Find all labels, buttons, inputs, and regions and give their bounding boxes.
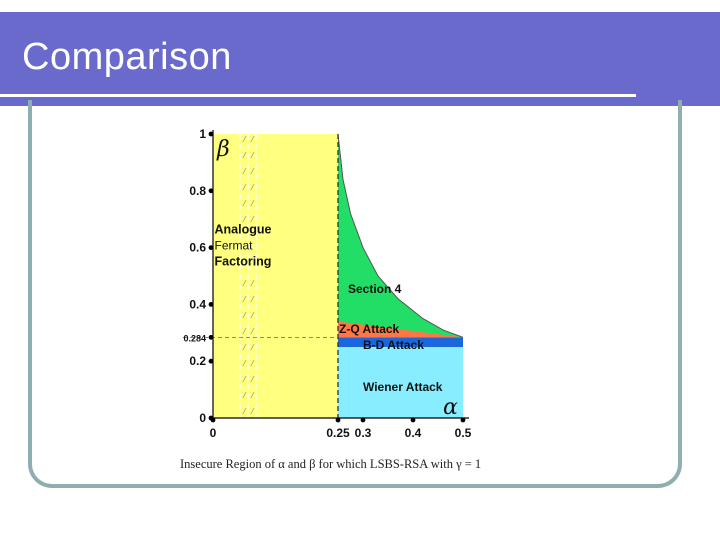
y-tick-label: 0.284 [183,333,206,343]
region-label-wiener-attack: Wiener Attack [363,380,443,394]
title-underline [0,94,636,97]
x-tick-label: 0.25 [326,426,350,440]
strip-hatch-mark: ⁄ [250,151,255,160]
region-label-b-d-attack: B-D Attack [363,338,424,352]
region-label-analogue-fermat-factoring: Analogue [215,222,272,236]
section-4-boundary-curve [337,133,464,338]
strip-hatch-mark: ⁄ [242,391,247,400]
strip-hatch-mark: ⁄ [250,359,255,368]
strip-hatch-mark: ⁄ [250,199,255,208]
strip-hatch-mark: ⁄ [242,359,247,368]
strip-hatch-mark: ⁄ [242,279,247,288]
region-wiener-attack [338,347,463,418]
y-tick-mark [208,131,214,137]
y-tick-label: 0.2 [189,354,206,368]
y-tick-label: 0.4 [189,297,206,311]
strip-hatch-mark: ⁄ [242,295,247,304]
strip-hatch-mark: ⁄ [250,375,255,384]
y-tick-label: 0 [199,411,206,425]
x-tick-label: 0.5 [455,426,472,440]
strip-hatch-mark: ⁄ [242,343,247,352]
strip-hatch-mark: ⁄ [242,135,247,144]
strip-hatch-mark: ⁄ [250,311,255,320]
y-tick-mark [208,245,214,251]
region-analogue-fermat-factoring [213,134,338,418]
strip-hatch-mark: ⁄ [242,215,247,224]
region-label-z-q-attack: Z-Q Attack [339,322,400,336]
strip-hatch-mark: ⁄ [250,167,255,176]
y-tick-label: 0.6 [189,241,206,255]
strip-hatch-mark: ⁄ [242,375,247,384]
x-axis-label: α [443,395,458,420]
region-b-d-attack [338,337,463,347]
strip-hatch-mark: ⁄ [242,183,247,192]
x-tick-label: 0.4 [405,426,422,440]
strip-hatch-mark: ⁄ [250,183,255,192]
content-frame [28,100,682,488]
region-label-analogue-fermat-factoring: Factoring [215,254,272,268]
strip-hatch-mark: ⁄ [242,151,247,160]
slide-title: Comparison [22,36,232,78]
x-tick-mark [460,417,466,423]
strip-hatch-mark: ⁄ [250,279,255,288]
strip-hatch-mark: ⁄ [242,199,247,208]
x-tick-mark [210,417,216,423]
y-tick-mark [208,334,214,340]
strip-hatch-mark: ⁄ [250,135,255,144]
region-section-4 [338,134,463,338]
strip-hatch-mark: ⁄ [242,167,247,176]
y-tick-label: 0.8 [189,184,206,198]
strip-hatch-mark: ⁄ [250,327,255,336]
x-tick-mark [360,417,366,423]
strip-hatch-mark: ⁄ [250,343,255,352]
strip-hatch-mark: ⁄ [250,391,255,400]
region-z-q-attack [338,321,463,338]
y-tick-mark [208,302,214,307]
strip-hatch-mark: ⁄ [250,295,255,304]
strip-hatch-mark: ⁄ [250,407,255,416]
x-tick-mark [410,417,416,423]
y-tick-mark [208,358,214,364]
region-label-analogue-fermat-factoring: Fermat [215,238,254,252]
strip-hatch-mark: ⁄ [242,407,247,416]
y-tick-mark [208,188,214,194]
x-tick-label: 0 [210,426,217,440]
strip-hatch-mark: ⁄ [250,215,255,224]
strip-hatch-mark: ⁄ [242,327,247,336]
chart-caption: Insecure Region of α and β for which LSB… [180,457,482,471]
strip-hatch-mark: ⁄ [242,311,247,320]
y-axis-label: β [216,137,230,162]
title-bar [0,12,720,106]
region-label-section-4: Section 4 [348,282,402,296]
x-tick-mark [335,417,341,423]
x-tick-label: 0.3 [355,426,372,440]
y-tick-label: 1 [199,127,206,141]
